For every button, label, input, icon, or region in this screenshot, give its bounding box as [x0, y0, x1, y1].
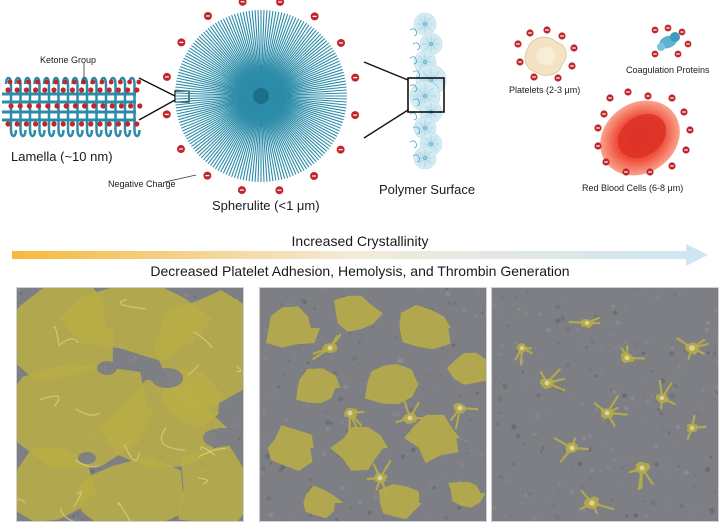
platelet-blob [178, 445, 243, 521]
spherulite-label: Spherulite (<1 μm) [212, 198, 320, 213]
platelet-blob [74, 456, 186, 521]
sem-panel-medium-crystallinity [259, 287, 487, 522]
negative-charge-icon [558, 32, 566, 40]
lamella-label: Lamella (~10 nm) [11, 149, 113, 164]
lamella-diagram [2, 76, 143, 138]
schematic [2, 0, 708, 266]
crystallinity-arrow [12, 244, 708, 266]
spherulite-diagram [175, 10, 347, 182]
negative-charge-icon [686, 126, 694, 134]
negative-charge-icon [276, 0, 285, 6]
negative-charge-icon [177, 38, 186, 47]
negative-charge-icon [526, 29, 534, 37]
negative-charge-icon [680, 108, 688, 116]
negative-charge-icon [162, 110, 171, 119]
negative-charge-icon [678, 28, 686, 36]
spherulite-charges [162, 0, 360, 195]
negative-charge-icon [310, 12, 319, 21]
negative-charge-icon [351, 111, 360, 120]
coagulation-proteins-label: Coagulation Proteins [626, 65, 710, 75]
crystallinity-title: Increased Crystallinity [291, 233, 429, 249]
negative-charge-icon [682, 146, 690, 154]
negative-charge-icon [664, 24, 672, 32]
platelet-blob [265, 306, 320, 348]
negative-charge-icon [310, 172, 319, 181]
platelet-blob [330, 426, 388, 471]
platelet-charges [514, 26, 578, 82]
sem-high-crystallinity-image [492, 288, 718, 521]
negative-charge-icon [600, 110, 608, 118]
platelet-blob [303, 485, 344, 519]
platelet-blob [296, 368, 341, 404]
platelet-blob [448, 481, 486, 508]
negative-charge-icon [606, 94, 614, 102]
negative-charge-icon [594, 124, 602, 132]
sem-panel-high-crystallinity [491, 287, 719, 522]
negative-charge-icon [668, 94, 676, 102]
negative-charge-icon [238, 0, 247, 6]
negative-charge-icon [516, 58, 524, 66]
negative-charge-icon [162, 72, 171, 81]
red-blood-cells-label: Red Blood Cells (6-8 μm) [582, 183, 684, 193]
negative-charge-icon [651, 50, 659, 58]
sem-panel-low-crystallinity [16, 287, 244, 522]
negative-charge-icon [570, 44, 578, 52]
negative-charge-icon [644, 92, 652, 100]
sem-low-crystallinity-image [17, 288, 243, 521]
negative-charge-icon [674, 50, 682, 58]
negative-charge-icon [176, 145, 185, 154]
platelet-blob [446, 352, 486, 385]
platelet-blob [399, 304, 451, 350]
negative-charge-icon [651, 26, 659, 34]
negative-charge-icon [594, 142, 602, 150]
negative-charge-icon [543, 26, 551, 34]
coagulation-protein-icon [657, 32, 680, 51]
negative-charge-icon [530, 73, 538, 81]
coagulation-protein-charges [651, 24, 692, 58]
negative-charge-icon [275, 186, 284, 195]
negative-charge-icon [622, 168, 630, 176]
negative-charge-icon [336, 145, 345, 154]
polymer-surface-diagram [409, 12, 447, 170]
negative-charge-icon [668, 162, 676, 170]
platelet-blob [267, 425, 314, 471]
negative-charge-label: Negative Charge [108, 179, 176, 189]
negative-charge-icon [554, 74, 562, 82]
platelet-blob [379, 484, 423, 520]
red-blood-cell-charges [594, 88, 694, 176]
negative-charge-icon [351, 73, 360, 82]
negative-charge-icon [568, 62, 576, 70]
zoom-box-surface [407, 77, 445, 113]
negative-charge-icon [602, 158, 610, 166]
negative-charge-pointer [164, 174, 197, 183]
platelets-label: Platelets (2-3 μm) [509, 85, 581, 95]
negative-charge-icon [646, 168, 654, 176]
negative-charge-icon [337, 38, 346, 47]
red-blood-cell-icon [600, 100, 680, 176]
platelet-icon [524, 36, 567, 76]
polymer-surface-label: Polymer Surface [379, 182, 476, 197]
negative-charge-icon [684, 40, 692, 48]
sem-medium-crystallinity-image [260, 288, 486, 521]
platelet-blob [404, 414, 460, 464]
negative-charge-icon [514, 40, 522, 48]
platelet-blob [334, 295, 384, 332]
negative-charge-icon [203, 11, 212, 20]
ketone-group-label: Ketone Group [40, 55, 97, 65]
negative-charge-icon [237, 186, 246, 195]
negative-charge-icon [203, 171, 212, 180]
outcome-subtitle: Decreased Platelet Adhesion, Hemolysis, … [150, 263, 570, 279]
negative-charge-icon [624, 88, 632, 96]
platelet-blob [365, 364, 419, 405]
